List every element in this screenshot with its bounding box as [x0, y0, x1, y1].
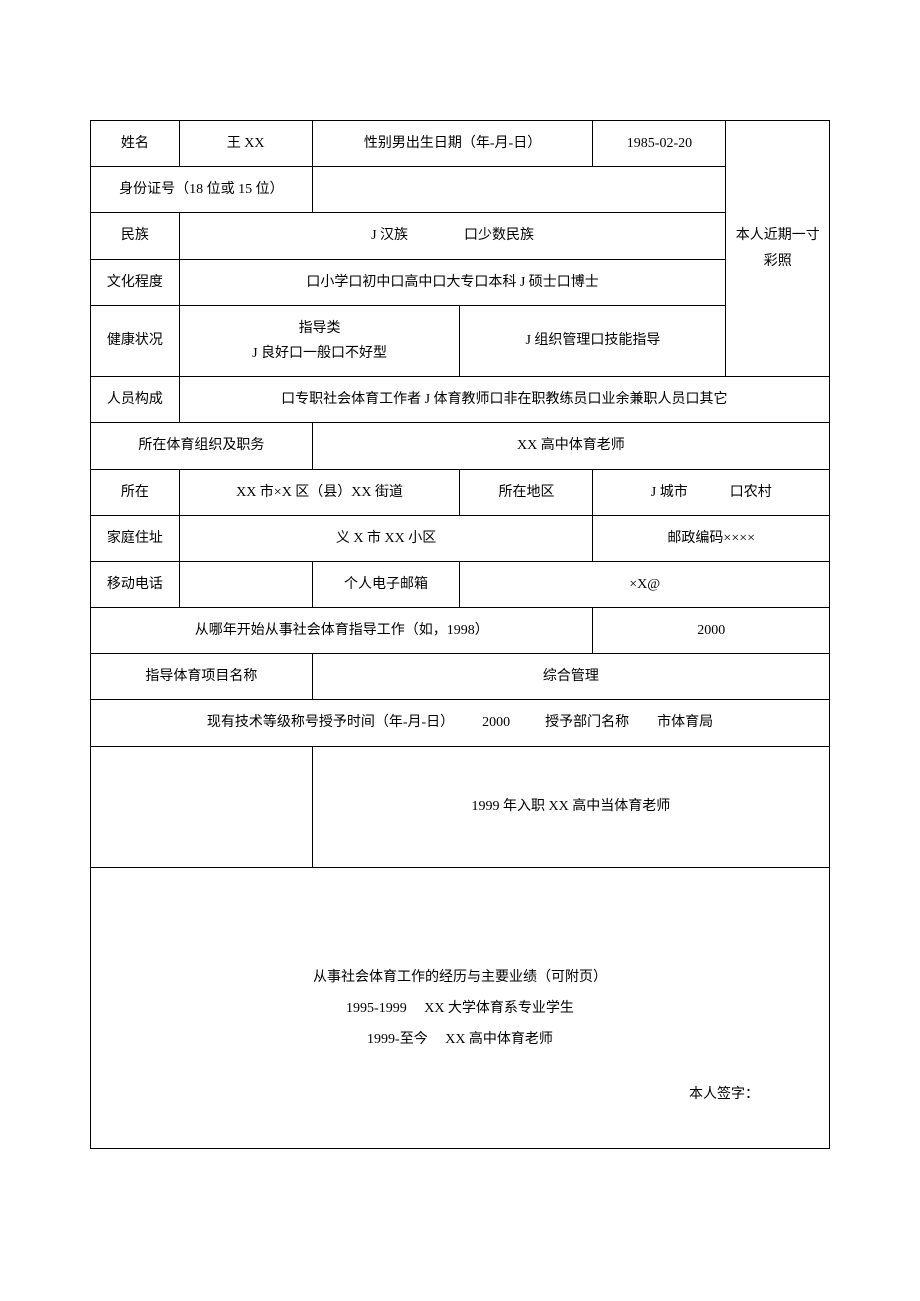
- value-org: XX 高中体育老师: [312, 423, 829, 469]
- value-email: ×X@: [460, 561, 830, 607]
- value-region[interactable]: J 城市 口农村: [593, 469, 830, 515]
- experience-line-2: 1999-至今 XX 高中体育老师: [97, 1025, 823, 1056]
- post-value: ××××: [723, 531, 755, 546]
- label-name: 姓名: [91, 121, 180, 167]
- value-start-year: 2000: [593, 608, 830, 654]
- label-addr: 家庭住址: [91, 515, 180, 561]
- label-staff: 人员构成: [91, 377, 180, 423]
- value-health[interactable]: 指导类 J 良好口一般口不好型: [179, 305, 460, 376]
- label-location: 所在: [91, 469, 180, 515]
- row-title-grant: 现有技术等级称号授予时间（年-月-日） 2000 授予部门名称 市体育局: [91, 700, 830, 746]
- value-location: XX 市×X 区（县）XX 街道: [179, 469, 460, 515]
- value-guide-type[interactable]: J 组织管理口技能指导: [460, 305, 726, 376]
- value-title-time: 2000: [482, 715, 510, 730]
- value-project: 综合管理: [312, 654, 829, 700]
- label-start-year: 从哪年开始从事社会体育指导工作（如，1998）: [91, 608, 593, 654]
- value-staff[interactable]: 口专职社会体育工作者 J 体育教师口非在职教练员口业余兼职人员口其它: [179, 377, 829, 423]
- application-form: 姓名 王 XX 性别男出生日期（年-月-日） 1985-02-20 本人近期一寸…: [90, 120, 830, 1149]
- experience-header: 从事社会体育工作的经历与主要业绩（可附页）: [97, 963, 823, 994]
- label-gender-dob: 性别男出生日期（年-月-日）: [312, 121, 593, 167]
- experience-block: 从事社会体育工作的经历与主要业绩（可附页） 1995-1999 XX 大学体育系…: [91, 867, 830, 1148]
- label-history: [91, 746, 313, 867]
- photo-slot: 本人近期一寸彩照: [726, 121, 830, 377]
- value-addr: 义 X 市 XX 小区: [179, 515, 593, 561]
- label-org: 所在体育组织及职务: [91, 423, 313, 469]
- label-mobile: 移动电话: [91, 561, 180, 607]
- value-ethnic[interactable]: J 汉族 口少数民族: [179, 213, 726, 259]
- label-grant-dept: 授予部门名称: [545, 715, 629, 730]
- health-options: J 良好口一般口不好型: [252, 346, 387, 361]
- label-health: 健康状况: [91, 305, 180, 376]
- label-title-time: 现有技术等级称号授予时间（年-月-日）: [207, 715, 454, 730]
- value-mobile[interactable]: [179, 561, 312, 607]
- label-id: 身份证号（18 位或 15 位）: [91, 167, 313, 213]
- label-email: 个人电子邮箱: [312, 561, 460, 607]
- guide-type-label: 指导类: [299, 321, 341, 336]
- value-edu[interactable]: 口小学口初中口高中口大专口本科 J 硕士口博士: [179, 259, 726, 305]
- signature-label: 本人签字：: [689, 1082, 759, 1107]
- label-project: 指导体育项目名称: [91, 654, 313, 700]
- value-post: 邮政编码××××: [593, 515, 830, 561]
- label-edu: 文化程度: [91, 259, 180, 305]
- label-region: 所在地区: [460, 469, 593, 515]
- value-id[interactable]: [312, 167, 726, 213]
- label-post: 邮政编码: [667, 531, 723, 546]
- value-history: 1999 年入职 XX 高中当体育老师: [312, 746, 829, 867]
- value-name: 王 XX: [179, 121, 312, 167]
- experience-line-1: 1995-1999 XX 大学体育系专业学生: [97, 994, 823, 1025]
- label-ethnic: 民族: [91, 213, 180, 259]
- value-dob: 1985-02-20: [593, 121, 726, 167]
- value-grant-dept: 市体育局: [657, 715, 713, 730]
